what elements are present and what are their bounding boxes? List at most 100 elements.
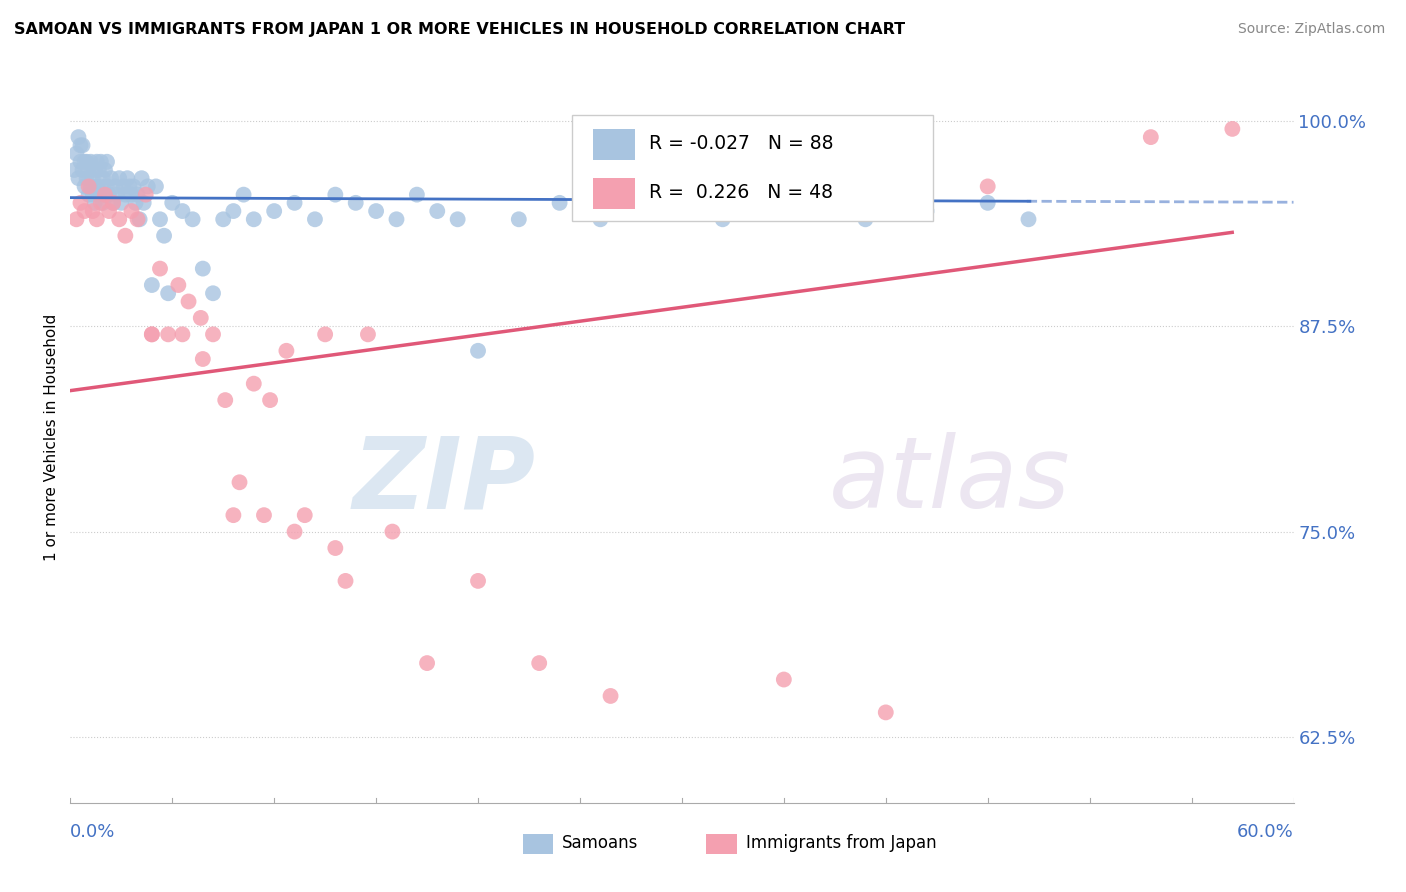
Point <box>222 508 245 523</box>
Point <box>323 541 347 555</box>
Point <box>77 179 100 194</box>
Point <box>141 327 163 342</box>
Point <box>548 195 571 210</box>
Point <box>467 343 489 358</box>
Point <box>122 179 145 194</box>
Point <box>190 310 212 325</box>
Point <box>344 195 367 210</box>
Point <box>127 187 149 202</box>
Point <box>82 204 104 219</box>
Text: Source: ZipAtlas.com: Source: ZipAtlas.com <box>1237 22 1385 37</box>
Point <box>114 187 136 202</box>
Point <box>630 204 652 219</box>
Point <box>90 154 112 169</box>
Point <box>108 171 131 186</box>
Point <box>114 228 136 243</box>
Point <box>589 212 612 227</box>
Point <box>98 204 121 219</box>
Point <box>91 171 114 186</box>
Point <box>67 171 90 186</box>
Point <box>135 187 157 202</box>
Text: Immigrants from Japan: Immigrants from Japan <box>745 834 936 852</box>
Point <box>94 163 117 178</box>
Point <box>976 195 998 210</box>
Point <box>191 351 214 366</box>
Point <box>314 327 336 342</box>
Point <box>243 212 266 227</box>
Point <box>117 171 139 186</box>
Point <box>416 656 439 670</box>
Point <box>87 187 110 202</box>
Point <box>202 327 225 342</box>
Bar <box>592 129 636 160</box>
Point <box>90 179 112 194</box>
Point <box>101 195 124 210</box>
Point <box>141 327 163 342</box>
Point <box>793 195 815 210</box>
Point <box>284 195 307 210</box>
Point <box>222 204 245 219</box>
Point <box>69 195 91 210</box>
Point <box>110 195 132 210</box>
Point <box>1220 121 1243 136</box>
Point <box>162 195 183 210</box>
Point <box>96 179 118 194</box>
Point <box>1018 212 1040 227</box>
Point <box>875 706 897 720</box>
Point <box>90 195 112 210</box>
Point <box>773 673 796 687</box>
Point <box>73 154 96 169</box>
Point <box>172 327 194 342</box>
Point <box>385 212 408 227</box>
Point <box>127 212 149 227</box>
Point <box>108 212 131 227</box>
Point <box>508 212 530 227</box>
Point <box>87 163 110 178</box>
FancyBboxPatch shape <box>572 115 932 221</box>
Point <box>1139 130 1161 145</box>
Point <box>276 343 298 358</box>
Text: SAMOAN VS IMMIGRANTS FROM JAPAN 1 OR MORE VEHICLES IN HOUSEHOLD CORRELATION CHAR: SAMOAN VS IMMIGRANTS FROM JAPAN 1 OR MOR… <box>14 22 905 37</box>
Point <box>212 212 235 227</box>
Point <box>406 187 429 202</box>
Point <box>253 508 276 523</box>
Text: R =  0.226   N = 48: R = 0.226 N = 48 <box>650 184 832 202</box>
Point <box>76 171 98 186</box>
Point <box>124 195 146 210</box>
Point <box>96 154 118 169</box>
Point <box>77 163 100 178</box>
Point <box>855 212 877 227</box>
Point <box>426 204 449 219</box>
Point <box>121 204 143 219</box>
Point <box>101 195 124 210</box>
Point <box>752 204 775 219</box>
Point <box>447 212 470 227</box>
Point <box>82 187 104 202</box>
Point <box>228 475 250 490</box>
Point <box>105 187 128 202</box>
Point <box>191 261 214 276</box>
Point <box>65 146 87 161</box>
Point <box>467 574 489 588</box>
Point <box>86 179 108 194</box>
Point <box>83 163 105 178</box>
Point <box>157 286 180 301</box>
Point <box>284 524 307 539</box>
Point <box>149 212 172 227</box>
Point <box>153 228 176 243</box>
Point <box>63 163 86 178</box>
Point <box>381 524 404 539</box>
Point <box>104 179 127 194</box>
Point <box>366 204 388 219</box>
Point <box>323 187 347 202</box>
Text: atlas: atlas <box>828 433 1070 530</box>
Point <box>357 327 380 342</box>
Point <box>131 171 153 186</box>
Point <box>128 212 150 227</box>
Point <box>136 179 159 194</box>
Point <box>304 212 326 227</box>
Point <box>232 187 254 202</box>
Point <box>202 286 225 301</box>
Point <box>79 179 103 194</box>
Bar <box>523 833 554 854</box>
